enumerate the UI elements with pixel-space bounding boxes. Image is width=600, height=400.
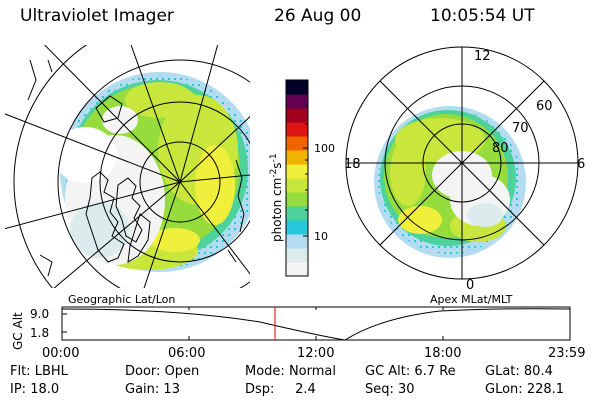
mlat-mlt-grid (345, 46, 579, 280)
colorbar (286, 80, 308, 277)
colorbar-band (286, 94, 308, 109)
status-dsp: Dsp: 2.4 (245, 382, 316, 397)
time-tick-2359: 23:59 (548, 346, 585, 361)
colorbar-band (286, 164, 308, 179)
colorbar-band (286, 206, 308, 221)
status-gain: Gain: 13 (125, 382, 180, 397)
colorbar-band (286, 108, 308, 123)
colorbar-unit-label: photon cm-2s-1 (269, 153, 284, 242)
mlt-label-18: 18 (344, 157, 361, 172)
colorbar-band (286, 122, 308, 137)
altitude-plot (61, 306, 571, 341)
status-door: Door: Open (125, 364, 200, 379)
status-glon: GLon: 228.1 (485, 382, 565, 397)
mlat-label-80: 80 (492, 141, 509, 156)
mlt-label-12: 12 (474, 49, 491, 64)
mlat-label-70: 70 (512, 121, 529, 136)
mlt-label-6: 6 (577, 157, 585, 172)
colorbar-band (286, 192, 308, 207)
time-tick-0000: 00:00 (42, 346, 79, 361)
altitude-axis-label: GC Alt (11, 312, 25, 350)
altitude-tick-9: 9.0 (30, 307, 49, 321)
observation-date: 26 Aug 00 (274, 6, 362, 26)
colorbar-band (286, 136, 308, 151)
colorbar-band (286, 248, 308, 263)
colorbar-band (286, 178, 308, 193)
geographic-auroral-image (5, 45, 250, 288)
colorbar-band (286, 262, 308, 277)
status-ip: IP: 18.0 (10, 382, 60, 397)
colorbar-axis (285, 79, 309, 277)
time-tick-1200: 12:00 (297, 346, 334, 361)
status-glat: GLat: 80.4 (485, 364, 553, 379)
instrument-title: Ultraviolet Imager (20, 6, 174, 26)
left-panel-caption: Geographic Lat/Lon (68, 293, 175, 306)
status-filter: Flt: LBHL (10, 364, 68, 379)
colorbar-band (286, 80, 308, 95)
mlt-label-0: 0 (466, 278, 474, 293)
altitude-tick-1-8: 1.8 (30, 326, 49, 340)
colorbar-band (286, 234, 308, 249)
colorbar-tick-100: 100 (314, 142, 335, 155)
observation-time: 10:05:54 UT (430, 6, 535, 26)
status-gc-alt: GC Alt: 6.7 Re (365, 364, 456, 379)
status-seq: Seq: 30 (365, 382, 415, 397)
magnetic-auroral-image (374, 106, 526, 258)
right-panel-caption: Apex MLat/MLT (430, 293, 513, 306)
colorbar-band (286, 220, 308, 235)
colorbar-tick-10: 10 (314, 230, 328, 243)
altitude-curve (61, 308, 571, 341)
colorbar-band (286, 150, 308, 165)
status-mode: Mode: Normal (245, 364, 336, 379)
time-tick-0600: 06:00 (168, 346, 205, 361)
mlat-label-60: 60 (536, 99, 553, 114)
time-tick-1800: 18:00 (424, 346, 461, 361)
